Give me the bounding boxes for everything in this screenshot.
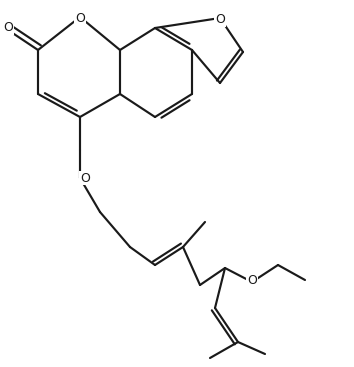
Text: O: O [215,13,225,26]
Text: O: O [75,12,85,25]
Text: O: O [80,171,90,185]
Text: O: O [247,274,257,287]
Text: O: O [3,21,13,34]
